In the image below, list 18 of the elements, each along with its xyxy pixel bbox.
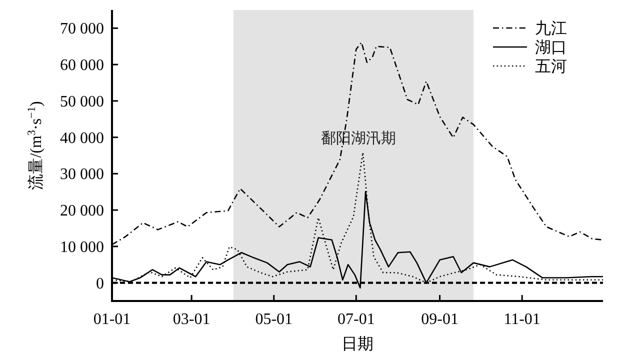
y-tick-label: 50 000	[60, 93, 104, 110]
legend-label: 湖口	[535, 38, 567, 56]
y-tick-label: 20 000	[60, 202, 104, 220]
legend-label: 五河	[535, 58, 567, 76]
x-axis-title: 日期	[342, 335, 374, 353]
y-tick-label: 40 000	[60, 130, 104, 147]
y-tick-label: 10 000	[60, 238, 104, 256]
x-tick-label: 09-01	[421, 311, 458, 328]
legend-label: 九江	[535, 20, 567, 38]
x-tick-label: 01-01	[93, 311, 131, 328]
y-tick-label: 60 000	[60, 57, 104, 74]
y-tick-label: 70 000	[60, 20, 104, 38]
y-tick-label: 0	[96, 275, 104, 292]
x-tick-label: 05-01	[255, 311, 293, 328]
y-tick-label: 30 000	[60, 166, 104, 184]
x-tick-label: 07-01	[337, 311, 375, 328]
x-tick-label: 11-01	[504, 311, 540, 328]
x-tick-label: 03-01	[172, 311, 210, 328]
